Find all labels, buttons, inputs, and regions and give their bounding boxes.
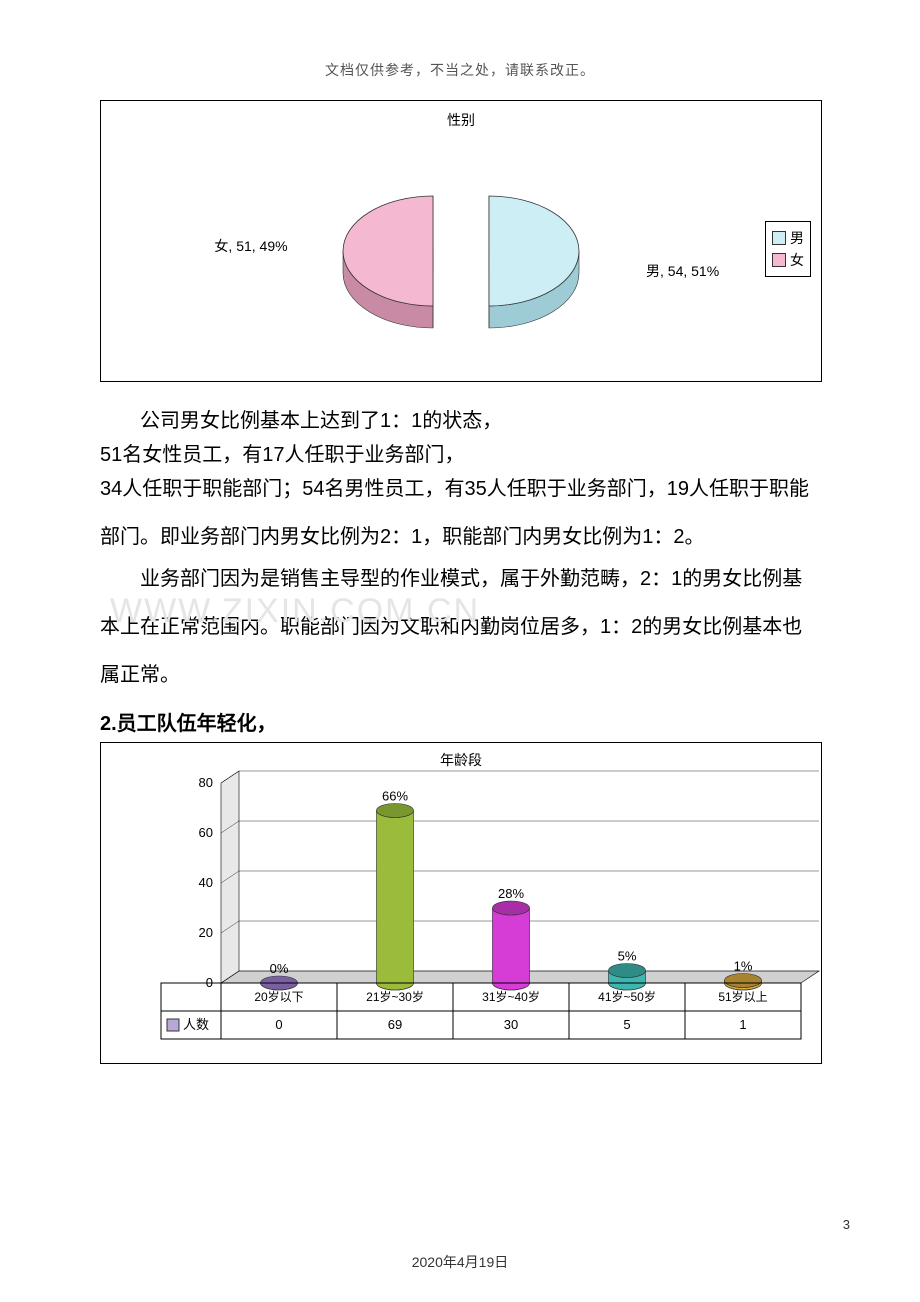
header-note: 文档仅供参考，不当之处，请联系改正。 (100, 60, 820, 80)
svg-text:20岁以下: 20岁以下 (254, 989, 303, 1004)
svg-text:20: 20 (199, 925, 213, 940)
footer-date: 2020年4月19日 (0, 1252, 920, 1272)
svg-text:1%: 1% (734, 959, 753, 974)
svg-text:66%: 66% (382, 789, 408, 804)
legend-item: 男 (772, 228, 804, 248)
svg-text:40: 40 (199, 875, 213, 890)
svg-text:31岁~40岁: 31岁~40岁 (482, 989, 540, 1004)
svg-text:41岁~50岁: 41岁~50岁 (598, 989, 656, 1004)
svg-text:30: 30 (504, 1017, 518, 1032)
svg-text:51岁以上: 51岁以上 (718, 989, 767, 1004)
svg-text:1: 1 (739, 1017, 746, 1032)
svg-text:69: 69 (388, 1017, 402, 1032)
pie-svg: 性别女, 51, 49% 男, 54, 51% (101, 101, 821, 381)
gender-pie-chart: 性别女, 51, 49% 男, 54, 51% 男女 (100, 100, 822, 382)
svg-text:女, 51, 49%: 女, 51, 49% (214, 238, 287, 254)
paragraph-4: 业务部门因为是销售主导型的作业模式，属于外勤范畴，2：1的男女比例基本上在正常范… (100, 555, 820, 699)
svg-text:5: 5 (623, 1017, 630, 1032)
svg-text:年龄段: 年龄段 (440, 752, 482, 768)
svg-text:0%: 0% (270, 961, 289, 976)
svg-text:5%: 5% (618, 949, 637, 964)
paragraph-3: 34人任职于职能部门；54名男性员工，有35人任职于业务部门，19人任职于职能部… (100, 465, 820, 561)
age-bar-chart: 年龄段0204060800%66%28%5%1%20岁以下021岁~30岁693… (100, 742, 822, 1064)
svg-text:21岁~30岁: 21岁~30岁 (366, 989, 424, 1004)
svg-text:男, 54, 51%: 男, 54, 51% (646, 263, 719, 279)
svg-text:0: 0 (275, 1017, 282, 1032)
section-2-title: 2.员工队伍年轻化， (100, 707, 820, 736)
svg-text:性别: 性别 (447, 112, 475, 128)
pie-legend: 男女 (765, 221, 811, 277)
svg-text:28%: 28% (498, 886, 524, 901)
svg-text:60: 60 (199, 825, 213, 840)
svg-text:80: 80 (199, 775, 213, 790)
legend-item: 女 (772, 250, 804, 270)
page-number: 3 (843, 1217, 850, 1232)
svg-text:人数: 人数 (183, 1017, 209, 1032)
document-page: 文档仅供参考，不当之处，请联系改正。 性别女, 51, 49% 男, 54, 51… (0, 0, 920, 1302)
bar-svg: 年龄段0204060800%66%28%5%1%20岁以下021岁~30岁693… (101, 743, 821, 1063)
